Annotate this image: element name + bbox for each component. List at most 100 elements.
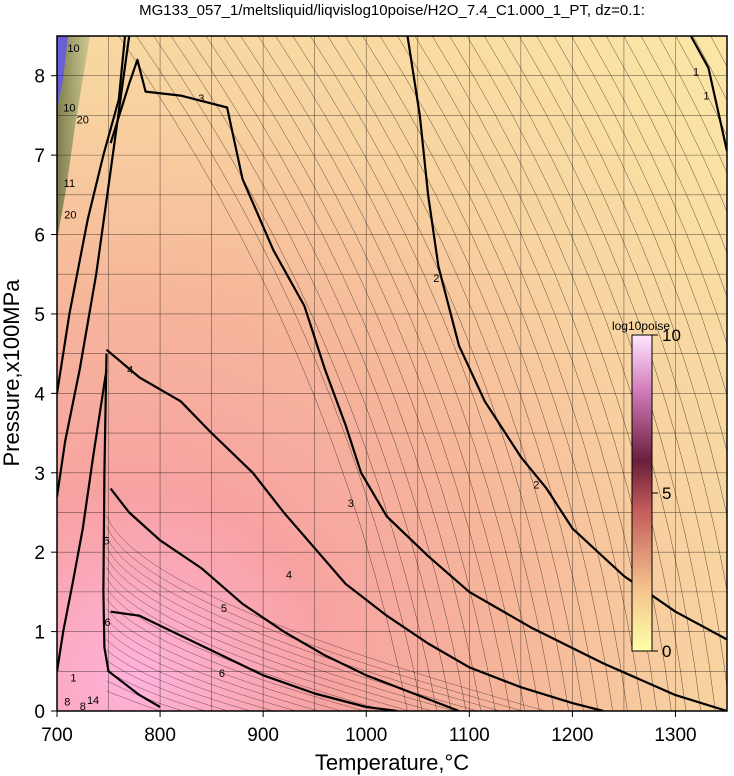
minor-contour xyxy=(106,639,274,711)
minor-contour xyxy=(588,36,727,345)
colorbar: log10poise 0 5 10 xyxy=(612,319,681,661)
x-tick-label: 700 xyxy=(41,725,73,746)
major-contours xyxy=(57,36,727,711)
major-contour-1 xyxy=(689,36,727,152)
minor-contour xyxy=(606,36,727,298)
contour-label: 5 xyxy=(221,603,227,615)
high-viscosity-edge xyxy=(57,36,90,240)
contour-label: 3 xyxy=(348,498,354,510)
minor-contour xyxy=(728,36,734,711)
contour-label: 10 xyxy=(63,102,75,114)
grid-lines xyxy=(57,36,727,711)
minor-contour xyxy=(362,36,613,711)
contour-label: 20 xyxy=(77,114,89,126)
y-axis: 0 1 2 3 4 5 6 7 8 xyxy=(34,67,57,723)
contour-label: 8 xyxy=(80,701,86,713)
contour-label: 2 xyxy=(533,480,539,492)
minor-contour xyxy=(106,608,342,711)
minor-contour xyxy=(257,36,525,711)
minor-contour xyxy=(188,36,467,711)
minor-contour xyxy=(106,598,365,711)
minor-contour xyxy=(518,36,727,592)
minor-contour xyxy=(344,36,599,711)
minor-contour xyxy=(310,36,569,711)
minor-contour xyxy=(106,587,387,711)
x-axis-title: Temperature,°C xyxy=(315,750,469,775)
minor-contour xyxy=(106,567,433,711)
minor-contour xyxy=(106,556,455,711)
contour-label: 20 xyxy=(64,210,76,222)
minor-contour xyxy=(106,536,501,711)
contour-label: 6 xyxy=(219,668,225,680)
minor-contour xyxy=(205,36,482,711)
minor-contour xyxy=(571,36,727,396)
contour-label: 4 xyxy=(127,365,133,377)
contour-label: 3 xyxy=(198,93,204,105)
minor-contour xyxy=(431,36,672,711)
contour-label: 14 xyxy=(87,695,99,707)
x-tick-label: 1100 xyxy=(449,725,490,746)
contour-label: 4 xyxy=(286,569,292,581)
minor-contour xyxy=(106,629,297,711)
contour-label: 1 xyxy=(693,67,699,79)
minor-contour xyxy=(106,618,319,711)
y-tick-label: 7 xyxy=(34,146,45,167)
contour-label: 8 xyxy=(64,696,70,708)
x-tick-label: 1300 xyxy=(654,725,696,746)
contour-label: 11 xyxy=(64,178,75,190)
y-tick-label: 1 xyxy=(34,623,45,644)
y-tick-label: 4 xyxy=(34,384,45,405)
minor-contour xyxy=(640,36,727,213)
minor-contour xyxy=(292,36,555,711)
high-viscosity-core xyxy=(57,36,68,110)
colorbar-tick-label: 0 xyxy=(662,642,671,661)
plot-frame xyxy=(56,35,728,712)
major-contour-4 xyxy=(105,348,604,711)
minor-contour xyxy=(397,36,643,711)
minor-contour xyxy=(106,660,229,711)
contour-label: 1 xyxy=(703,91,709,103)
contour-label: 10 xyxy=(67,43,79,55)
contour-label: 1 xyxy=(70,673,76,685)
y-tick-label: 5 xyxy=(34,305,45,326)
minor-contour xyxy=(106,525,523,711)
y-tick-label: 3 xyxy=(34,464,45,485)
y-axis-title: Pressure,x100MPa xyxy=(0,279,24,467)
minor-contour xyxy=(466,36,701,711)
colorbar-gradient xyxy=(631,334,653,652)
minor-contour xyxy=(106,649,251,711)
colorbar-ticks: 0 5 10 xyxy=(652,326,681,661)
minor-contour xyxy=(553,36,727,453)
x-tick-label: 1000 xyxy=(345,725,387,746)
y-tick-label: 2 xyxy=(34,543,45,564)
plot-background xyxy=(57,36,727,711)
major-contour-unlabeled xyxy=(57,36,127,394)
minor-contour xyxy=(379,36,628,711)
minor-contour xyxy=(223,36,496,711)
chart-title: MG133_057_1/meltsliquid/liqvislog10poise… xyxy=(139,2,645,19)
y-tick-label: 0 xyxy=(34,702,45,723)
minor-contour xyxy=(118,36,408,711)
major-contour-5 xyxy=(109,487,460,711)
minor-contour xyxy=(658,36,727,174)
major-contour-6 xyxy=(110,610,398,711)
major-contour-unlabeled xyxy=(57,36,131,497)
contour-label: 5 xyxy=(103,535,109,547)
colorbar-tick-label: 5 xyxy=(662,484,671,503)
major-contour-unlabeled xyxy=(57,369,108,672)
colorbar-title: log10poise xyxy=(612,319,670,333)
y-tick-label: 6 xyxy=(34,226,45,247)
minor-contour xyxy=(623,36,727,254)
x-tick-label: 800 xyxy=(144,725,176,746)
colorbar-tick-label: 10 xyxy=(662,326,681,345)
minor-contour xyxy=(106,690,161,711)
minor-contour xyxy=(170,36,452,711)
minor-contour xyxy=(240,36,511,711)
major-contour-unlabeled xyxy=(102,353,161,708)
contour-label: 6 xyxy=(104,617,110,629)
minor-contour xyxy=(136,36,423,711)
x-tick-label: 900 xyxy=(247,725,279,746)
contour-label: 2 xyxy=(433,273,439,285)
